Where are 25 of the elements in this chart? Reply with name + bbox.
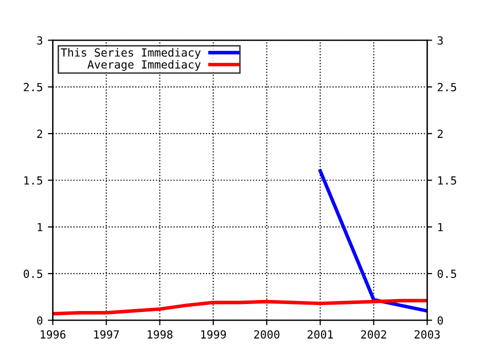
y2-tick-label: 2.5 [438,82,456,92]
y2-tick-label: 3 [438,36,443,45]
y2-tick-label: 0.5 [438,270,456,278]
y2-tick-label: 0 [438,316,443,325]
legend-label: This Series Immediacy [60,48,201,59]
line-series [52,298,428,316]
y2-tick-label: 2 [438,130,443,138]
y-tick-label: 0 [37,316,42,325]
x-tick-label: 1998 [148,330,172,339]
y-tick-label: 2.5 [24,82,42,92]
y-tick-label: 2 [37,130,42,138]
x-tick-label: 2001 [308,330,333,339]
y-tick-label: 3 [37,36,42,45]
x-tick-label: 1997 [94,330,119,339]
y2-tick-label: 1 [438,223,443,232]
y-tick-label: 0.5 [24,270,42,278]
x-tick-label: 1996 [40,330,66,339]
x-tick-label: 2002 [361,330,386,339]
y2-tick-label: 1.5 [438,176,456,185]
x-tick-label: 1999 [201,330,226,339]
y-tick-label: 1.5 [24,176,42,185]
y-tick-label: 1 [38,223,42,232]
legend-label: Average Immediacy [88,60,201,71]
x-tick-label: 2000 [254,330,280,339]
x-tick-label: 2003 [414,330,440,339]
